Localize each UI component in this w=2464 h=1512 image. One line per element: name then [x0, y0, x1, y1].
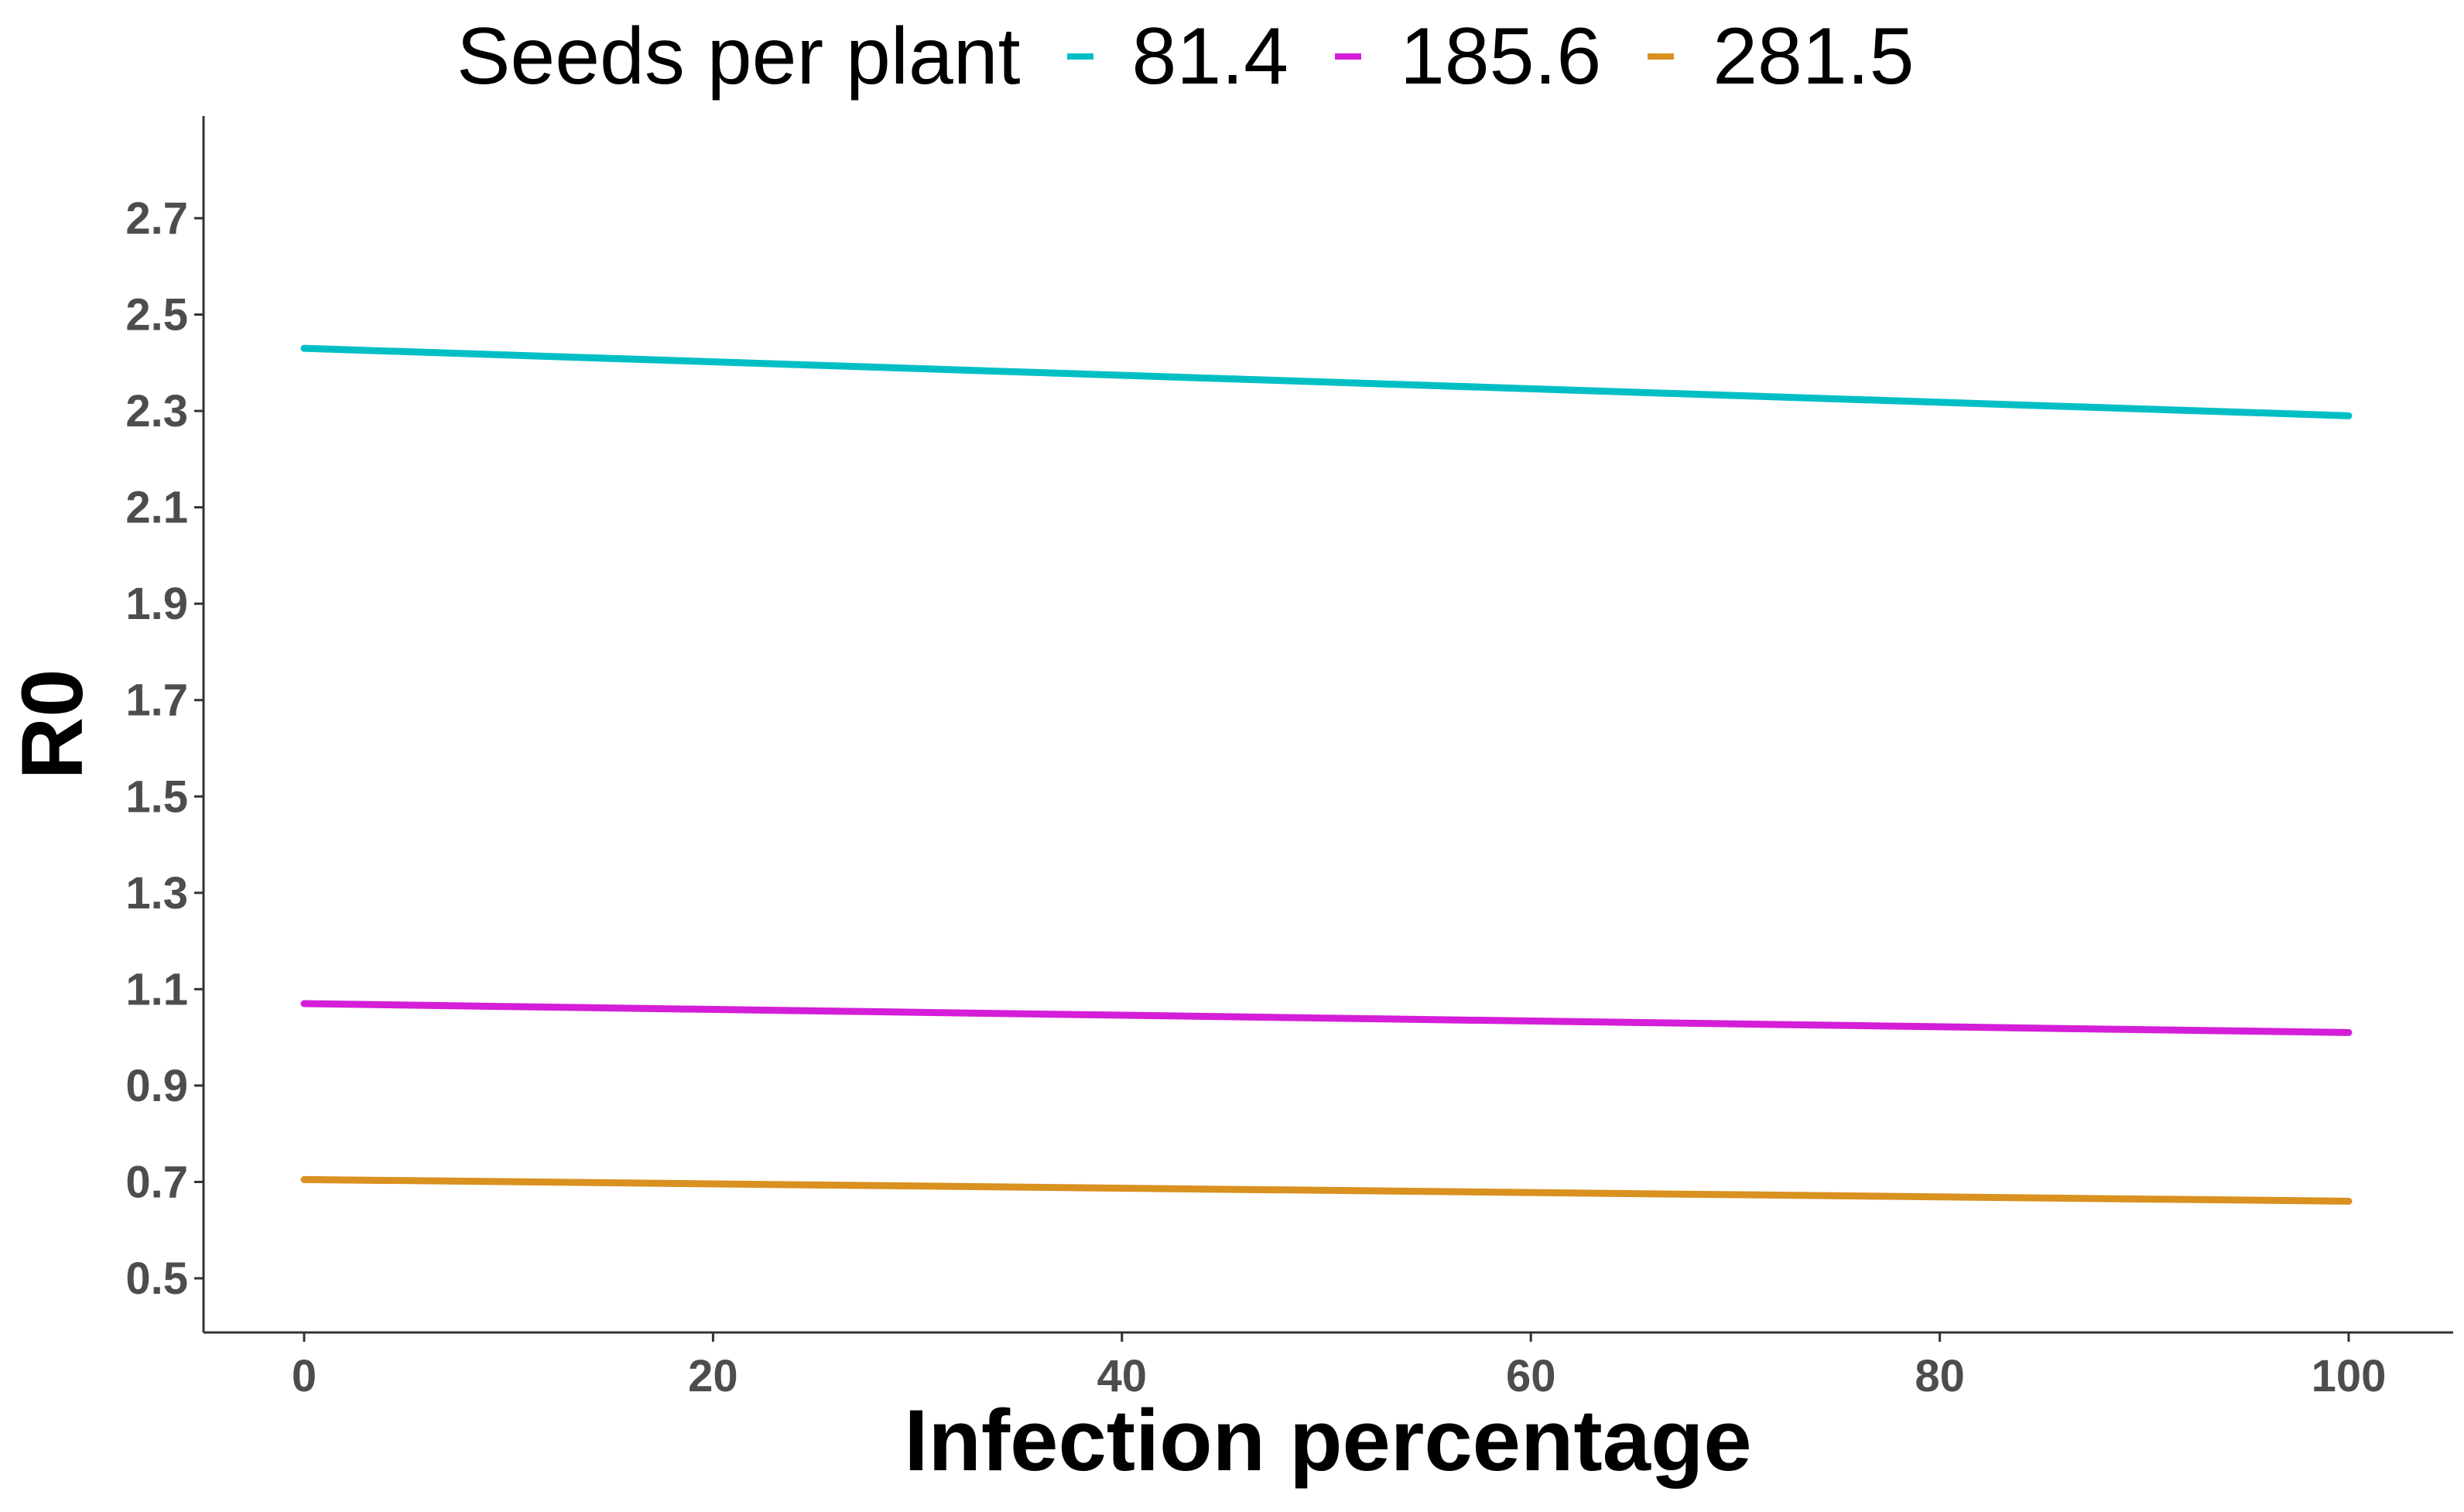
y-tick-label: 2.1 [125, 483, 188, 533]
legend-label-81-4: 81.4 [1131, 11, 1288, 101]
series-line-185-6 [300, 1000, 2353, 1036]
legend: Seeds per plant 81.4 185.6 281.5 [457, 6, 1960, 107]
x-tick-label: 0 [292, 1351, 317, 1401]
legend-item-185-6: 185.6 [1334, 11, 1602, 103]
y-tick-label: 1.5 [125, 771, 188, 822]
x-tick-label: 60 [1506, 1351, 1556, 1401]
series-line-81-4 [300, 344, 2353, 419]
y-tick-label: 0.9 [125, 1061, 188, 1111]
x-tick-label: 100 [2312, 1351, 2387, 1401]
y-tick-label: 1.7 [125, 676, 188, 726]
legend-title: Seeds per plant [457, 11, 1021, 101]
y-tick-label: 0.7 [125, 1157, 188, 1207]
y-tick-label: 0.5 [125, 1254, 188, 1304]
legend-label-281-5: 281.5 [1713, 11, 1915, 101]
legend-key-281-5 [1648, 53, 1675, 60]
x-tick-label: 20 [688, 1351, 738, 1401]
y-axis-title: R0 [4, 669, 101, 779]
x-tick-label: 80 [1915, 1351, 1965, 1401]
y-tick-label: 2.5 [125, 290, 188, 340]
series-lines [300, 344, 2353, 1205]
x-ticks: 0 20 40 60 80 100 [292, 1332, 2387, 1401]
y-tick-label: 2.7 [125, 193, 188, 244]
series-line-281-5 [300, 1175, 2353, 1205]
y-tick-label: 1.9 [125, 579, 188, 629]
y-ticks: 0.5 0.7 0.9 1.1 1.3 1.5 1.7 1.9 2.1 2.3 2.5 2.7 [125, 193, 204, 1304]
legend-item-281-5: 281.5 [1648, 11, 1914, 103]
y-tick-label: 1.3 [125, 868, 188, 918]
legend-item-81-4: 81.4 [1066, 11, 1288, 103]
legend-key-81-4 [1066, 53, 1093, 60]
legend-key-185-6 [1334, 53, 1361, 60]
legend-label-185-6: 185.6 [1399, 11, 1602, 101]
x-tick-label: 40 [1097, 1351, 1148, 1401]
y-tick-label: 1.1 [125, 964, 188, 1014]
y-tick-label: 2.3 [125, 386, 188, 436]
x-axis-title: Infection percentage [904, 1392, 1751, 1489]
